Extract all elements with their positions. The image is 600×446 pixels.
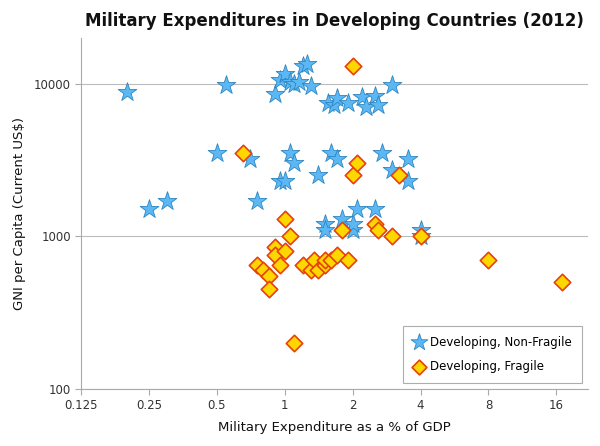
- Developing, Fragile: [264, 272, 274, 279]
- Developing, Fragile: [348, 172, 358, 179]
- Developing, Fragile: [557, 278, 567, 285]
- Developing, Fragile: [338, 226, 347, 233]
- Developing, Fragile: [484, 256, 493, 263]
- Developing, Fragile: [252, 261, 262, 268]
- Developing, Non-Fragile: [294, 78, 304, 86]
- Developing, Non-Fragile: [145, 206, 154, 213]
- Developing, Non-Fragile: [370, 92, 379, 99]
- Developing, Fragile: [320, 256, 329, 263]
- Developing, Non-Fragile: [252, 198, 262, 205]
- Developing, Non-Fragile: [362, 103, 371, 111]
- Developing, Fragile: [306, 266, 316, 273]
- Developing, Non-Fragile: [275, 77, 284, 84]
- Developing, Non-Fragile: [302, 60, 311, 67]
- Developing, Fragile: [280, 215, 290, 222]
- Developing, Non-Fragile: [357, 93, 367, 100]
- Developing, Non-Fragile: [329, 102, 338, 109]
- Developing, Fragile: [416, 232, 425, 240]
- Developing, Fragile: [343, 256, 352, 263]
- Developing, Fragile: [264, 285, 274, 293]
- Developing, Fragile: [353, 160, 362, 167]
- Developing, Fragile: [374, 226, 383, 233]
- Developing, Non-Fragile: [306, 82, 316, 89]
- Developing, Non-Fragile: [285, 149, 295, 157]
- Developing, Non-Fragile: [280, 178, 290, 185]
- Developing, Fragile: [394, 172, 404, 179]
- Developing, Non-Fragile: [416, 226, 425, 233]
- Developing, Non-Fragile: [403, 178, 412, 185]
- Developing, Non-Fragile: [348, 226, 358, 233]
- Developing, Fragile: [258, 266, 268, 273]
- Developing, Non-Fragile: [388, 167, 397, 174]
- Developing, Non-Fragile: [162, 198, 172, 205]
- Developing, Fragile: [298, 261, 308, 268]
- Developing, Non-Fragile: [122, 88, 132, 95]
- Developing, Non-Fragile: [416, 232, 425, 240]
- Developing, Non-Fragile: [313, 172, 323, 179]
- Developing, Non-Fragile: [370, 206, 379, 213]
- Developing, Fragile: [332, 252, 341, 259]
- Developing, Fragile: [270, 252, 280, 259]
- Developing, Non-Fragile: [377, 149, 387, 157]
- Developing, Fragile: [270, 244, 280, 251]
- Developing, Fragile: [313, 266, 323, 273]
- Developing, Non-Fragile: [353, 206, 362, 213]
- Developing, Non-Fragile: [343, 99, 352, 106]
- Developing, Non-Fragile: [285, 78, 295, 86]
- Legend: Developing, Non-Fragile, Developing, Fragile: Developing, Non-Fragile, Developing, Fra…: [403, 326, 581, 383]
- Developing, Non-Fragile: [221, 81, 231, 88]
- Developing, Non-Fragile: [298, 62, 308, 70]
- Developing, Fragile: [310, 256, 319, 263]
- Developing, Non-Fragile: [332, 95, 341, 102]
- Developing, Non-Fragile: [374, 102, 383, 109]
- Developing, Fragile: [238, 149, 247, 157]
- Developing, Non-Fragile: [320, 220, 329, 227]
- Developing, Non-Fragile: [245, 156, 255, 163]
- Developing, Non-Fragile: [388, 81, 397, 88]
- Developing, Non-Fragile: [212, 149, 222, 157]
- Developing, Non-Fragile: [320, 226, 329, 233]
- Developing, Non-Fragile: [289, 81, 299, 88]
- Developing, Fragile: [320, 261, 329, 268]
- Developing, Non-Fragile: [323, 99, 332, 106]
- Developing, Non-Fragile: [332, 156, 341, 163]
- Developing, Fragile: [326, 256, 335, 263]
- Developing, Non-Fragile: [289, 160, 299, 167]
- Developing, Non-Fragile: [270, 91, 280, 98]
- Developing, Fragile: [275, 261, 284, 268]
- Developing, Non-Fragile: [275, 178, 284, 185]
- Developing, Fragile: [348, 62, 358, 70]
- Developing, Fragile: [285, 232, 295, 240]
- Y-axis label: GNI per Capita (Current US$): GNI per Capita (Current US$): [13, 117, 26, 310]
- Developing, Non-Fragile: [403, 156, 412, 163]
- Developing, Fragile: [280, 248, 290, 255]
- Developing, Fragile: [388, 232, 397, 240]
- Developing, Non-Fragile: [326, 149, 335, 157]
- Developing, Non-Fragile: [280, 71, 290, 78]
- Developing, Fragile: [289, 339, 299, 347]
- Developing, Fragile: [370, 220, 379, 227]
- Developing, Non-Fragile: [338, 215, 347, 222]
- Title: Military Expenditures in Developing Countries (2012): Military Expenditures in Developing Coun…: [85, 12, 584, 30]
- Developing, Non-Fragile: [348, 220, 358, 227]
- X-axis label: Military Expenditure as a % of GDP: Military Expenditure as a % of GDP: [218, 421, 451, 434]
